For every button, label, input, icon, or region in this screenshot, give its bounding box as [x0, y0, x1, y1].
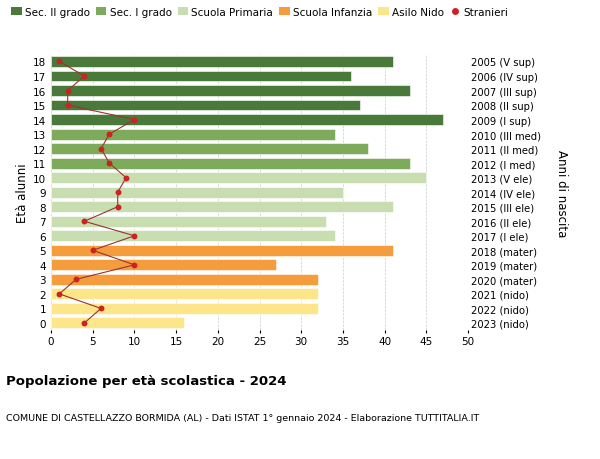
Bar — [51, 231, 335, 242]
Bar — [51, 245, 393, 256]
Point — [104, 160, 114, 168]
Bar — [51, 72, 351, 82]
Bar — [51, 318, 184, 329]
Text: Popolazione per età scolastica - 2024: Popolazione per età scolastica - 2024 — [6, 374, 287, 387]
Point — [130, 233, 139, 240]
Y-axis label: Età alunni: Età alunni — [16, 163, 29, 223]
Point — [130, 262, 139, 269]
Point — [96, 146, 106, 153]
Bar — [51, 115, 443, 126]
Point — [55, 291, 64, 298]
Bar — [51, 129, 335, 140]
Point — [80, 319, 89, 327]
Bar — [51, 101, 359, 111]
Bar — [51, 158, 410, 169]
Bar — [51, 289, 318, 300]
Bar — [51, 260, 276, 271]
Y-axis label: Anni di nascita: Anni di nascita — [554, 149, 568, 236]
Point — [113, 204, 122, 211]
Point — [55, 59, 64, 66]
Bar — [51, 303, 318, 314]
Point — [96, 305, 106, 313]
Point — [130, 117, 139, 124]
Text: COMUNE DI CASTELLAZZO BORMIDA (AL) - Dati ISTAT 1° gennaio 2024 - Elaborazione T: COMUNE DI CASTELLAZZO BORMIDA (AL) - Dat… — [6, 413, 479, 422]
Point — [71, 276, 81, 283]
Bar — [51, 187, 343, 198]
Bar — [51, 86, 410, 97]
Point — [80, 218, 89, 225]
Point — [121, 174, 131, 182]
Legend: Sec. II grado, Sec. I grado, Scuola Primaria, Scuola Infanzia, Asilo Nido, Stran: Sec. II grado, Sec. I grado, Scuola Prim… — [11, 7, 509, 17]
Point — [63, 88, 73, 95]
Bar — [51, 57, 393, 68]
Point — [63, 102, 73, 110]
Point — [113, 189, 122, 196]
Point — [104, 131, 114, 139]
Bar — [51, 173, 426, 184]
Point — [80, 73, 89, 80]
Bar — [51, 216, 326, 227]
Bar — [51, 144, 368, 155]
Bar — [51, 274, 318, 285]
Point — [88, 247, 98, 254]
Bar — [51, 202, 393, 213]
